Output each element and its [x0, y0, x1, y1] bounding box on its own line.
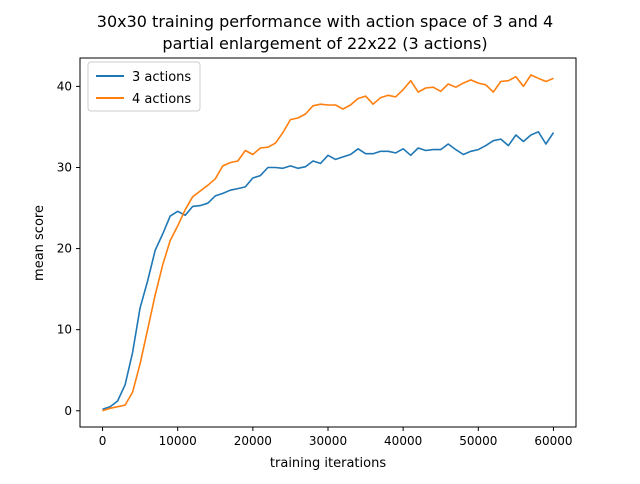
- x-axis-ticks: 0 10000 20000 30000 40000 50000 60000: [99, 427, 573, 448]
- legend: 3 actions 4 actions: [87, 61, 201, 112]
- y-tick-label: 20: [57, 242, 72, 256]
- x-tick-label: 60000: [534, 434, 572, 448]
- series-line-4-actions: [102, 74, 554, 412]
- x-tick-label: 50000: [459, 434, 497, 448]
- legend-label-3-actions: 3 actions: [132, 70, 191, 85]
- x-tick-label: 40000: [384, 434, 422, 448]
- y-tick-label: 0: [64, 404, 72, 418]
- chart-title: 30x30 training performance with action s…: [97, 12, 553, 31]
- legend-label-4-actions: 4 actions: [132, 92, 191, 107]
- series-lines: [102, 74, 555, 412]
- y-tick-label: 40: [57, 79, 72, 93]
- x-tick-label: 10000: [159, 434, 197, 448]
- x-axis-label: training iterations: [270, 456, 386, 471]
- y-axis-ticks: 0 10 20 30 40: [57, 79, 80, 418]
- series-line-3-actions: [102, 131, 555, 410]
- x-tick-label: 30000: [309, 434, 347, 448]
- y-tick-label: 10: [57, 323, 72, 337]
- x-tick-label: 0: [99, 434, 107, 448]
- chart-subtitle: partial enlargement of 22x22 (3 actions): [162, 34, 487, 53]
- y-tick-label: 30: [57, 160, 72, 174]
- x-tick-label: 20000: [234, 434, 272, 448]
- y-axis-label: mean score: [32, 205, 47, 281]
- plot-frame: [79, 57, 577, 428]
